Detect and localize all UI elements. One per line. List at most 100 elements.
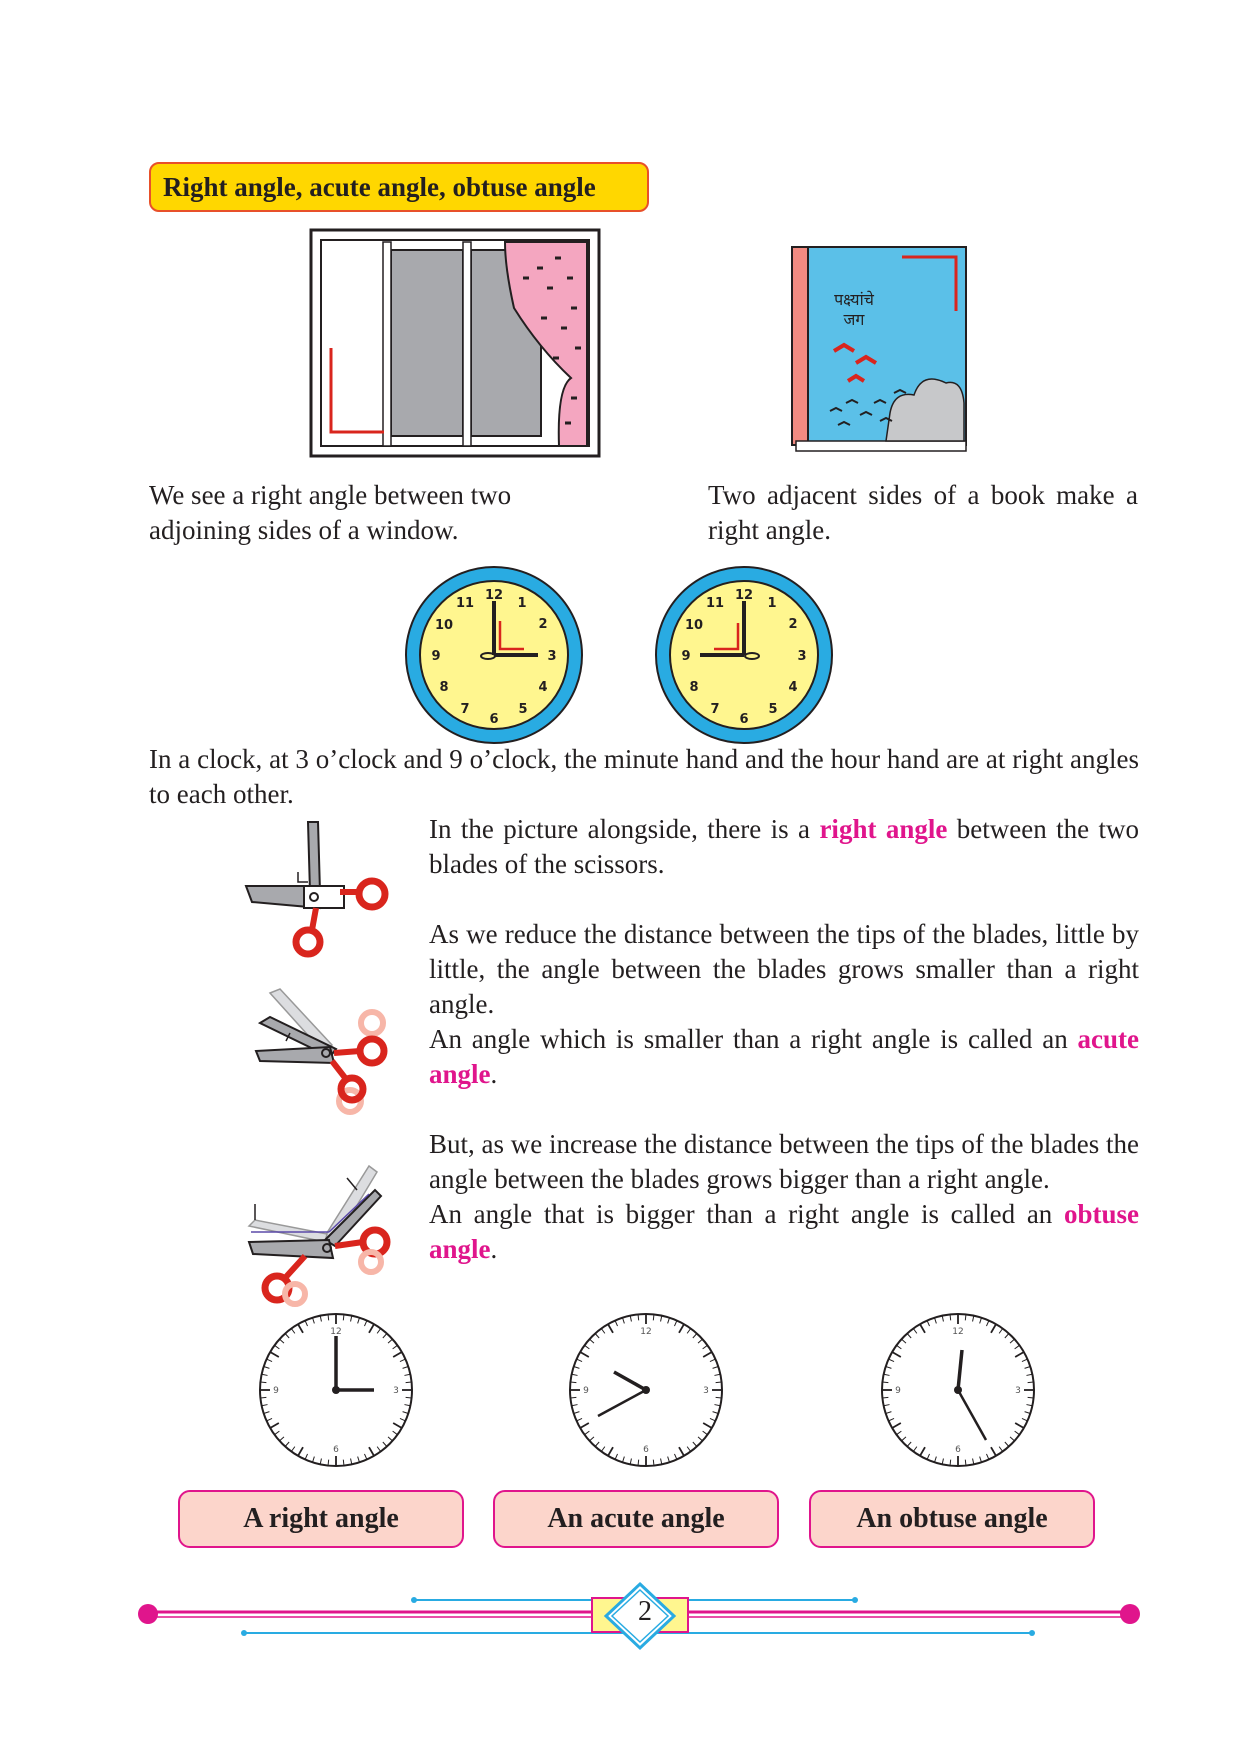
- clock-tick: [312, 1317, 315, 1324]
- clock-tick: [364, 1453, 368, 1460]
- clock-tick: [392, 1430, 398, 1436]
- clock-tick: [319, 1315, 322, 1322]
- clock-tick: [1027, 1396, 1034, 1399]
- clock-tick: [941, 1315, 944, 1322]
- clock-tick: [584, 1430, 590, 1436]
- clock-tick: [714, 1373, 721, 1376]
- obtuse-definition: An angle that is bigger than a right ang…: [429, 1199, 1139, 1264]
- clock-tick: [979, 1456, 982, 1463]
- clock-tick: [327, 1459, 330, 1466]
- clock-tick: [304, 1320, 308, 1327]
- clock-tick: [392, 1351, 403, 1358]
- svg-text:9: 9: [895, 1386, 901, 1396]
- clock-tick: [964, 1459, 967, 1466]
- window-illustration: [309, 228, 601, 458]
- svg-text:6: 6: [643, 1445, 649, 1455]
- clock-tick: [570, 1381, 577, 1384]
- clock-tick: [1014, 1344, 1020, 1350]
- clock-tick: [949, 1314, 952, 1321]
- clock-tick: [589, 1338, 595, 1344]
- clock-tick: [714, 1404, 721, 1407]
- clock-tick: [312, 1456, 315, 1463]
- clock-tick: [579, 1351, 590, 1358]
- scissors-acute-angle: [254, 988, 388, 1115]
- clock-tick: [919, 1323, 926, 1334]
- clock-obtuse-angle: 12 3 6 9: [881, 1313, 1035, 1467]
- clock-tick: [571, 1373, 578, 1376]
- clock-tick: [350, 1315, 353, 1322]
- clock-tick: [594, 1441, 600, 1447]
- clock-tick: [660, 1458, 663, 1465]
- page-number: 2: [638, 1596, 652, 1627]
- clock-tick: [279, 1436, 285, 1442]
- clock-tick: [885, 1366, 892, 1369]
- clock-tick: [600, 1446, 606, 1452]
- clock-tick: [404, 1373, 411, 1376]
- clock-tick: [888, 1358, 895, 1362]
- clock-tick: [709, 1358, 716, 1362]
- clock-tick: [972, 1315, 975, 1322]
- clock-tick: [702, 1430, 708, 1436]
- clock-tick: [1027, 1381, 1034, 1384]
- clock-tick: [1009, 1436, 1015, 1442]
- clock-tick: [667, 1317, 670, 1324]
- clock-tick: [274, 1344, 280, 1350]
- clock-tick: [883, 1404, 890, 1407]
- clock-tick: [702, 1422, 713, 1429]
- scissors-increase-text: But, as we increase the distance between…: [429, 1129, 1140, 1194]
- clock-tick: [269, 1422, 280, 1429]
- clock-tick: [888, 1418, 895, 1422]
- clock-tick: [297, 1323, 304, 1334]
- scissors-right-angle-text: In the picture alongside, there is a rig…: [429, 814, 1140, 879]
- clock-tick: [986, 1320, 990, 1327]
- clock-tick: [260, 1396, 267, 1399]
- svg-text:12: 12: [640, 1327, 651, 1337]
- svg-text:11: 11: [706, 596, 724, 611]
- svg-text:7: 7: [460, 702, 469, 717]
- clock-tick: [357, 1317, 360, 1324]
- clock-tick: [1021, 1358, 1028, 1362]
- clock-tick: [1026, 1373, 1033, 1376]
- book-illustration: पक्ष्यांचे जग: [791, 246, 967, 452]
- svg-text:3: 3: [1015, 1386, 1021, 1396]
- clock-tick: [399, 1358, 406, 1362]
- book-caption: Two adjacent sides of a book make a righ…: [708, 480, 1138, 545]
- clock-tick: [405, 1396, 412, 1399]
- scissors-reduce-text: As we reduce the distance between the ti…: [429, 919, 1139, 1019]
- clock-tick: [637, 1314, 640, 1321]
- svg-text:12: 12: [330, 1327, 341, 1337]
- svg-text:6: 6: [489, 712, 498, 727]
- clock-tick: [901, 1338, 907, 1344]
- clock-tick: [402, 1366, 409, 1369]
- clock-tick: [990, 1446, 997, 1457]
- svg-text:3: 3: [393, 1386, 399, 1396]
- clock-tick: [350, 1458, 353, 1465]
- clock-tick: [405, 1381, 412, 1384]
- svg-text:3: 3: [703, 1386, 709, 1396]
- clock-tick: [576, 1418, 583, 1422]
- svg-text:5: 5: [768, 702, 777, 717]
- window-right-angle-icon: [309, 228, 339, 258]
- clock-tick: [1021, 1418, 1028, 1422]
- clock-tick: [697, 1338, 703, 1344]
- clock-tick: [387, 1436, 393, 1442]
- clock-tick: [387, 1338, 393, 1344]
- clock-tick: [589, 1436, 595, 1442]
- svg-text:1: 1: [767, 596, 776, 611]
- clock-tick: [926, 1320, 930, 1327]
- svg-text:8: 8: [689, 680, 698, 695]
- book-title-line1: पक्ष्यांचे: [834, 290, 875, 309]
- svg-text:2: 2: [538, 617, 547, 632]
- clock-tick: [594, 1333, 600, 1339]
- clock-tick: [404, 1404, 411, 1407]
- section-heading: Right angle, acute angle, obtuse angle: [149, 162, 649, 212]
- clock-tick: [1009, 1338, 1015, 1344]
- clock-tick: [327, 1314, 330, 1321]
- svg-text:6: 6: [739, 712, 748, 727]
- footer-decoration: [138, 1581, 1140, 1651]
- clock-tick: [686, 1446, 692, 1452]
- clock-tick: [891, 1351, 902, 1358]
- clock-tick: [629, 1458, 632, 1465]
- clock-tick: [392, 1422, 403, 1429]
